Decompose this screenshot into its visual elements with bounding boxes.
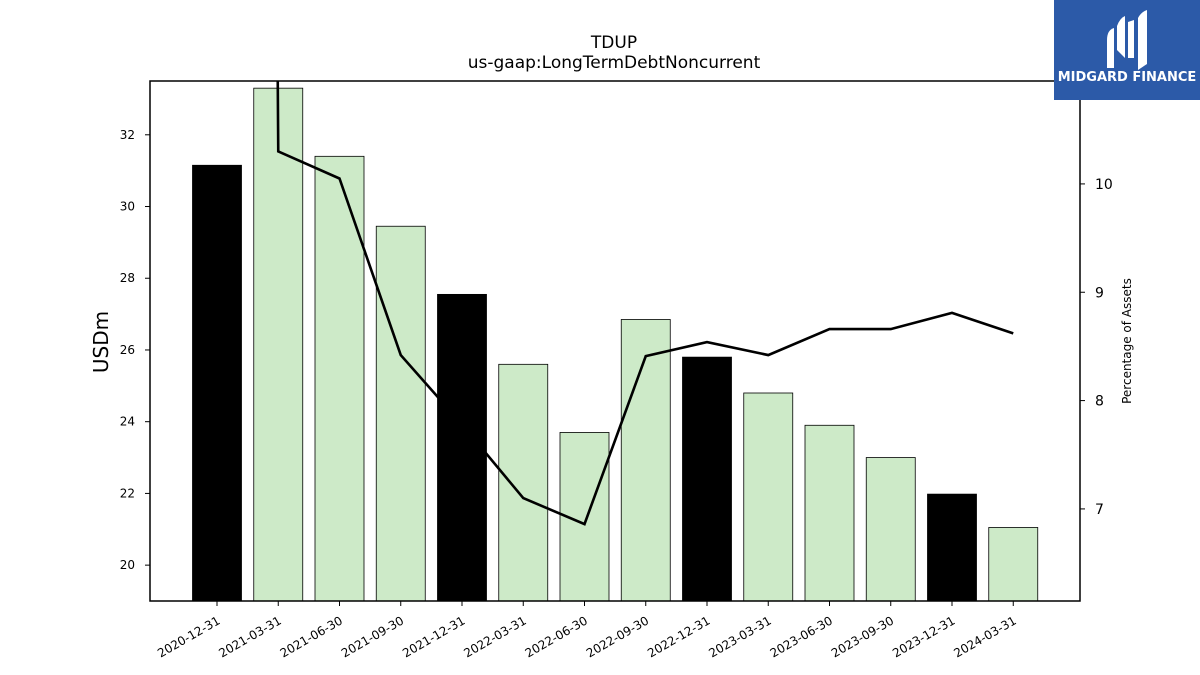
x-tick-label: 2023-03-31: [706, 613, 773, 660]
x-tick-label: 2023-09-30: [829, 613, 896, 660]
y-tick-label: 24: [120, 415, 135, 429]
bar: [559, 432, 610, 601]
y-axis-label: USDm: [89, 311, 113, 373]
bar: [804, 424, 855, 601]
bar: [375, 225, 426, 601]
x-tick-label: 2021-12-31: [400, 613, 467, 660]
bar-series: [192, 87, 1039, 601]
bar: [743, 392, 794, 601]
y2-axis-label: Percentage of Assets: [1120, 278, 1134, 404]
logo: MIDGARD FINANCE: [1054, 0, 1200, 100]
y-tick-label: 28: [120, 271, 135, 285]
x-tick-label: 2022-12-31: [645, 613, 712, 660]
logo-background: [1054, 0, 1200, 100]
x-tick-label: 2021-09-30: [339, 613, 406, 660]
y-tick-label: 30: [120, 200, 135, 214]
midgard-finance-logo-icon: [1107, 10, 1147, 70]
y-tick-label: 22: [120, 486, 135, 500]
x-tick-label: 2022-06-30: [523, 613, 590, 660]
y-tick-label: 20: [120, 558, 135, 572]
x-tick-label: 2024-03-31: [951, 613, 1018, 660]
y2-tick-label: 7: [1095, 502, 1104, 518]
bar: [314, 155, 365, 601]
bar: [498, 363, 549, 601]
y2-tick-label: 10: [1095, 177, 1113, 193]
x-tick-label: 2020-12-31: [155, 613, 222, 660]
chart-subtitle: us-gaap:LongTermDebtNoncurrent: [468, 53, 761, 73]
x-tick-label: 2022-03-31: [461, 613, 528, 660]
y-tick-label: 26: [120, 343, 135, 357]
bar: [865, 457, 916, 601]
bar: [682, 356, 732, 601]
x-tick-label: 2023-12-31: [890, 613, 957, 660]
logo-text: MIDGARD FINANCE: [1058, 70, 1197, 85]
y-tick-label: 32: [120, 128, 135, 142]
chart-title: TDUP: [590, 33, 637, 53]
y2-tick-label: 8: [1095, 394, 1104, 410]
bar: [192, 164, 242, 601]
percentage-line: [276, 81, 1014, 526]
bar: [437, 293, 487, 601]
x-tick-label: 2021-06-30: [278, 613, 345, 660]
x-tick-label: 2022-09-30: [584, 613, 651, 660]
bar: [927, 493, 977, 601]
bar: [253, 87, 304, 601]
line-series: [276, 81, 1014, 526]
bar: [988, 527, 1039, 601]
x-tick-label: 2023-06-30: [768, 613, 835, 660]
bar: [620, 319, 671, 601]
x-tick-label: 2021-03-31: [216, 613, 283, 660]
plot-frame: [149, 80, 1081, 602]
plot-area: 20222426283032789102020-12-312021-03-312…: [120, 80, 1113, 660]
y2-tick-label: 9: [1095, 285, 1104, 301]
